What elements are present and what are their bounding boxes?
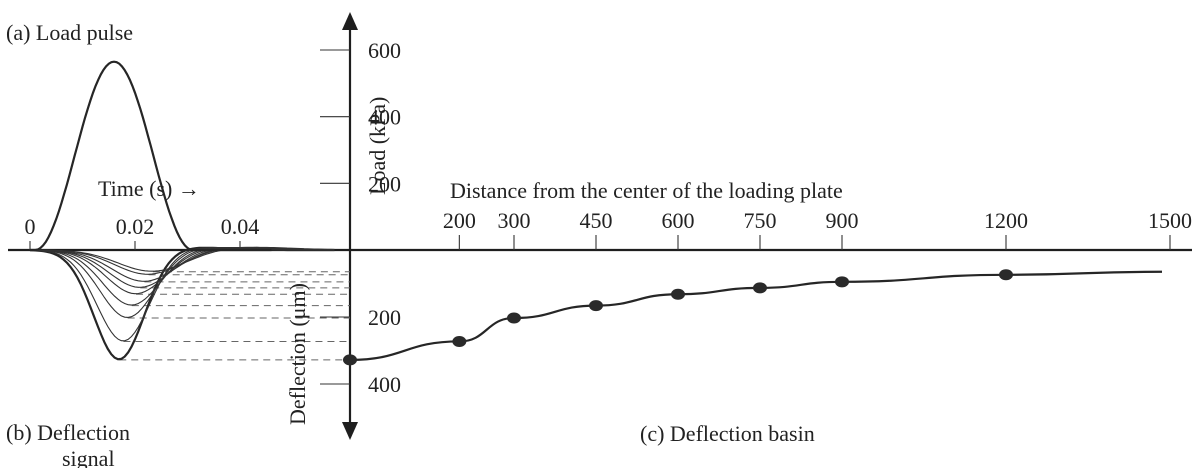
time-tick-label-0: 0: [25, 214, 36, 239]
panel-a-label: (a) Load pulse: [6, 20, 133, 45]
panel-c-label: (c) Deflection basin: [640, 421, 815, 446]
distance-tick-label-450: 450: [580, 208, 613, 233]
load-pulse-curve: [30, 60, 272, 252]
load-tick-label-400: 400: [368, 105, 401, 130]
vertical-axis-arrow-up: [342, 12, 358, 30]
vertical-axis-arrow-down: [342, 422, 358, 440]
distance-tick-label-1500: 1500: [1148, 208, 1192, 233]
dashed-guides: [119, 271, 350, 361]
deflection-basin-curve: [349, 270, 1163, 361]
distance-tick-label-200: 200: [443, 208, 476, 233]
distance-tick-label-900: 900: [826, 208, 859, 233]
deflection-signal-curves: [29, 246, 335, 361]
deflection-tick-label-400: 400: [368, 372, 401, 397]
deflection-axis-title: Deflection (μm): [285, 283, 310, 425]
distance-axis-title: Distance from the center of the loading …: [450, 178, 843, 203]
basin-point-750: [753, 282, 767, 294]
basin-point-1200: [999, 269, 1013, 281]
basin-point-900: [835, 276, 849, 288]
distance-tick-label-1200: 1200: [984, 208, 1028, 233]
time-axis-title: Time (s) →: [98, 176, 200, 201]
basin-point-450: [589, 300, 603, 312]
time-tick-label-0.02: 0.02: [116, 214, 155, 239]
load-tick-label-200: 200: [368, 171, 401, 196]
panel-b-label-line2: signal: [62, 446, 115, 468]
load-tick-label-600: 600: [368, 38, 401, 63]
deflection-basin-points: [343, 269, 1013, 366]
distance-tick-label-300: 300: [498, 208, 531, 233]
basin-point-200: [452, 335, 467, 347]
load-axis-title: Load (kPa): [365, 97, 390, 195]
deflection-tick-label-200: 200: [368, 305, 401, 330]
basin-point-600: [671, 288, 685, 300]
distance-tick-label-750: 750: [744, 208, 777, 233]
panel-b-label-line1: (b) Deflection: [6, 420, 130, 445]
basin-point-300: [507, 312, 521, 324]
time-tick-label-0.04: 0.04: [221, 214, 260, 239]
ticks: 200 400 600 200 400 0 0.02 0.04 200 300 450 600 750 9…: [25, 38, 1193, 397]
basin-point-0: [343, 354, 357, 366]
distance-tick-label-600: 600: [662, 208, 695, 233]
deflection-signal-curve-8: [29, 246, 335, 272]
